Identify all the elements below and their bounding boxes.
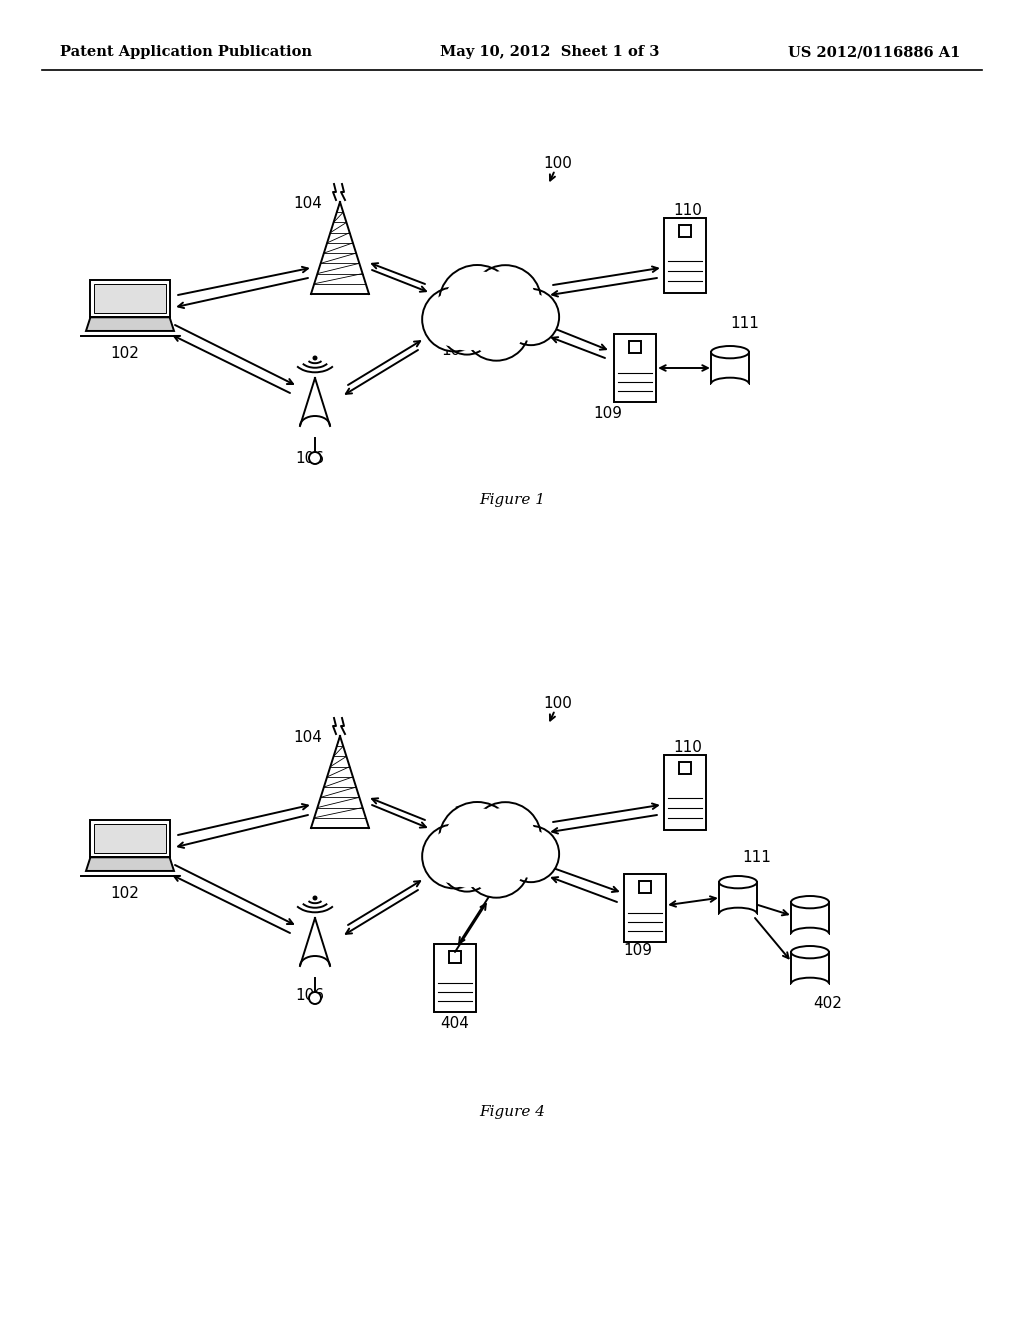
- Bar: [450, 950, 461, 962]
- Bar: [791, 952, 829, 983]
- Circle shape: [468, 300, 524, 355]
- Text: May 10, 2012  Sheet 1 of 3: May 10, 2012 Sheet 1 of 3: [440, 45, 659, 59]
- Bar: [679, 762, 691, 774]
- Polygon shape: [300, 378, 330, 436]
- Bar: [664, 218, 706, 293]
- Circle shape: [422, 825, 486, 888]
- Polygon shape: [300, 917, 330, 975]
- Bar: [90, 820, 170, 857]
- Circle shape: [427, 829, 481, 883]
- Bar: [614, 334, 656, 403]
- Text: 111: 111: [742, 850, 771, 865]
- Text: 100: 100: [543, 696, 571, 710]
- Circle shape: [441, 841, 493, 891]
- Circle shape: [439, 803, 516, 879]
- Polygon shape: [311, 737, 369, 828]
- Text: 404: 404: [440, 1016, 469, 1031]
- Circle shape: [312, 895, 317, 900]
- Circle shape: [441, 304, 493, 355]
- Circle shape: [444, 808, 510, 873]
- Ellipse shape: [791, 896, 829, 908]
- Circle shape: [309, 993, 321, 1005]
- Text: 106: 106: [296, 987, 325, 1003]
- Circle shape: [463, 832, 529, 898]
- Polygon shape: [86, 857, 174, 871]
- Text: 104: 104: [294, 730, 323, 744]
- Bar: [94, 824, 166, 853]
- Circle shape: [475, 808, 536, 869]
- Text: 109: 109: [594, 407, 623, 421]
- Bar: [719, 882, 757, 913]
- Bar: [791, 902, 829, 933]
- Ellipse shape: [719, 876, 757, 888]
- Circle shape: [470, 265, 542, 337]
- Polygon shape: [86, 317, 174, 331]
- Circle shape: [468, 836, 524, 892]
- Text: 110: 110: [674, 203, 702, 218]
- Polygon shape: [311, 202, 369, 294]
- Bar: [711, 352, 749, 384]
- Text: Figure 4: Figure 4: [479, 1105, 545, 1119]
- Text: 110: 110: [674, 741, 702, 755]
- Circle shape: [427, 292, 481, 347]
- Circle shape: [507, 293, 555, 341]
- Circle shape: [503, 289, 559, 345]
- Ellipse shape: [711, 346, 749, 358]
- Text: 104: 104: [294, 195, 323, 211]
- Circle shape: [503, 826, 559, 882]
- Circle shape: [444, 271, 510, 337]
- Text: Patent Application Publication: Patent Application Publication: [60, 45, 312, 59]
- Ellipse shape: [719, 908, 757, 920]
- Circle shape: [463, 294, 529, 360]
- Bar: [679, 224, 691, 236]
- Text: US 2012/0116886 A1: US 2012/0116886 A1: [787, 45, 961, 59]
- Text: 102: 102: [111, 346, 139, 360]
- Text: Figure 1: Figure 1: [479, 492, 545, 507]
- Ellipse shape: [711, 378, 749, 389]
- Bar: [434, 944, 476, 1012]
- Circle shape: [445, 308, 488, 351]
- Circle shape: [309, 451, 321, 465]
- Bar: [624, 874, 666, 942]
- Circle shape: [422, 288, 486, 351]
- Text: 108: 108: [454, 807, 482, 821]
- Ellipse shape: [791, 928, 829, 940]
- Bar: [664, 755, 706, 829]
- Ellipse shape: [791, 978, 829, 990]
- Text: 102: 102: [111, 886, 139, 902]
- Bar: [639, 880, 651, 892]
- Bar: [629, 341, 641, 352]
- Text: 402: 402: [813, 997, 843, 1011]
- Text: 108: 108: [441, 343, 470, 358]
- Circle shape: [445, 845, 488, 888]
- Circle shape: [470, 803, 542, 874]
- Text: 111: 111: [730, 315, 760, 331]
- Text: 100: 100: [543, 156, 571, 170]
- Text: 109: 109: [624, 942, 652, 958]
- Circle shape: [507, 830, 555, 878]
- Circle shape: [312, 355, 317, 360]
- Bar: [94, 284, 166, 313]
- Text: 106: 106: [296, 451, 325, 466]
- Bar: [90, 280, 170, 317]
- Circle shape: [475, 271, 536, 331]
- Circle shape: [439, 265, 516, 342]
- Ellipse shape: [791, 946, 829, 958]
